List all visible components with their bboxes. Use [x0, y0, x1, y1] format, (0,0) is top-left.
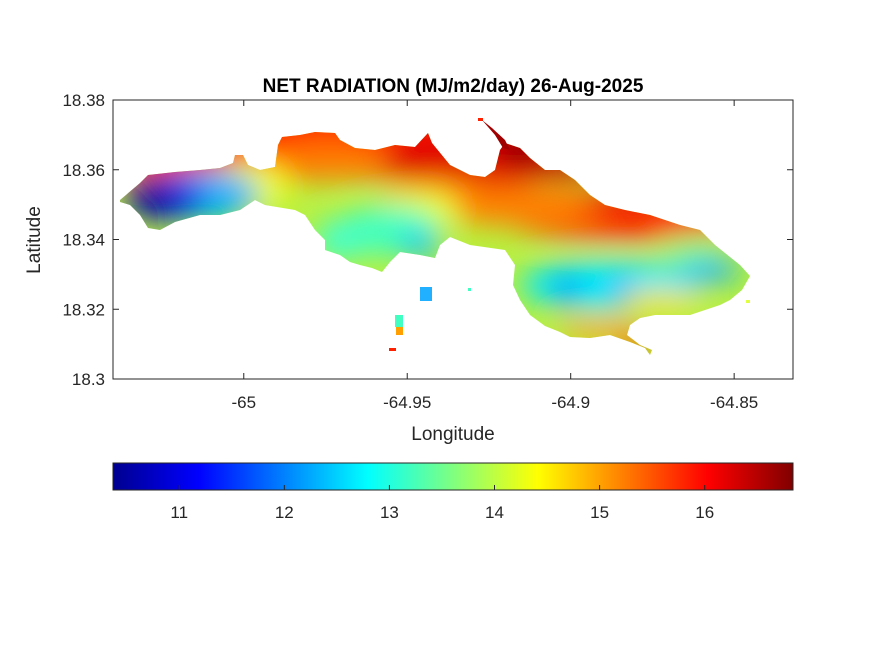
value-region	[553, 274, 581, 306]
colorbar-tick-label: 13	[380, 503, 399, 522]
islet	[396, 327, 403, 335]
islet	[389, 348, 396, 351]
colorbar-tick-label: 11	[170, 503, 188, 522]
y-tick-label: 18.34	[62, 231, 105, 250]
value-region	[270, 140, 390, 180]
y-tick-label: 18.36	[62, 161, 105, 180]
x-tick-label: -64.95	[383, 393, 431, 412]
colorbar-tick-label: 12	[275, 503, 294, 522]
value-region	[130, 183, 170, 213]
islet	[746, 300, 750, 303]
value-region	[315, 220, 365, 260]
value-region	[380, 132, 560, 190]
value-region	[520, 150, 600, 180]
x-tick-label: -64.9	[551, 393, 590, 412]
y-tick-label: 18.38	[62, 91, 105, 110]
value-region	[620, 335, 650, 355]
colorbar-tick-label: 15	[590, 503, 609, 522]
islets	[389, 118, 750, 351]
value-region	[580, 188, 660, 212]
colorbar	[112, 462, 794, 491]
value-region	[680, 258, 740, 282]
islet	[478, 118, 483, 121]
value-region	[400, 233, 440, 257]
value-region	[660, 238, 720, 262]
map-field	[120, 132, 750, 355]
x-axis-label: Longitude	[411, 424, 494, 445]
colorbar-tick-label: 16	[695, 503, 714, 522]
value-region	[560, 320, 640, 340]
chart-title: NET RADIATION (MJ/m2/day) 26-Aug-2025	[263, 76, 644, 97]
y-tick-label: 18.3	[72, 370, 105, 389]
y-tick-label: 18.32	[62, 300, 105, 319]
islet	[420, 287, 432, 301]
y-axis-label: Latitude	[24, 206, 45, 274]
value-region	[620, 290, 700, 310]
x-tick-label: -64.85	[710, 393, 758, 412]
x-tick-label: -65	[231, 393, 256, 412]
value-region	[420, 185, 620, 225]
islet	[468, 288, 471, 291]
islet	[482, 120, 510, 150]
islet	[395, 315, 403, 327]
colorbar-tick-label: 14	[485, 503, 504, 522]
